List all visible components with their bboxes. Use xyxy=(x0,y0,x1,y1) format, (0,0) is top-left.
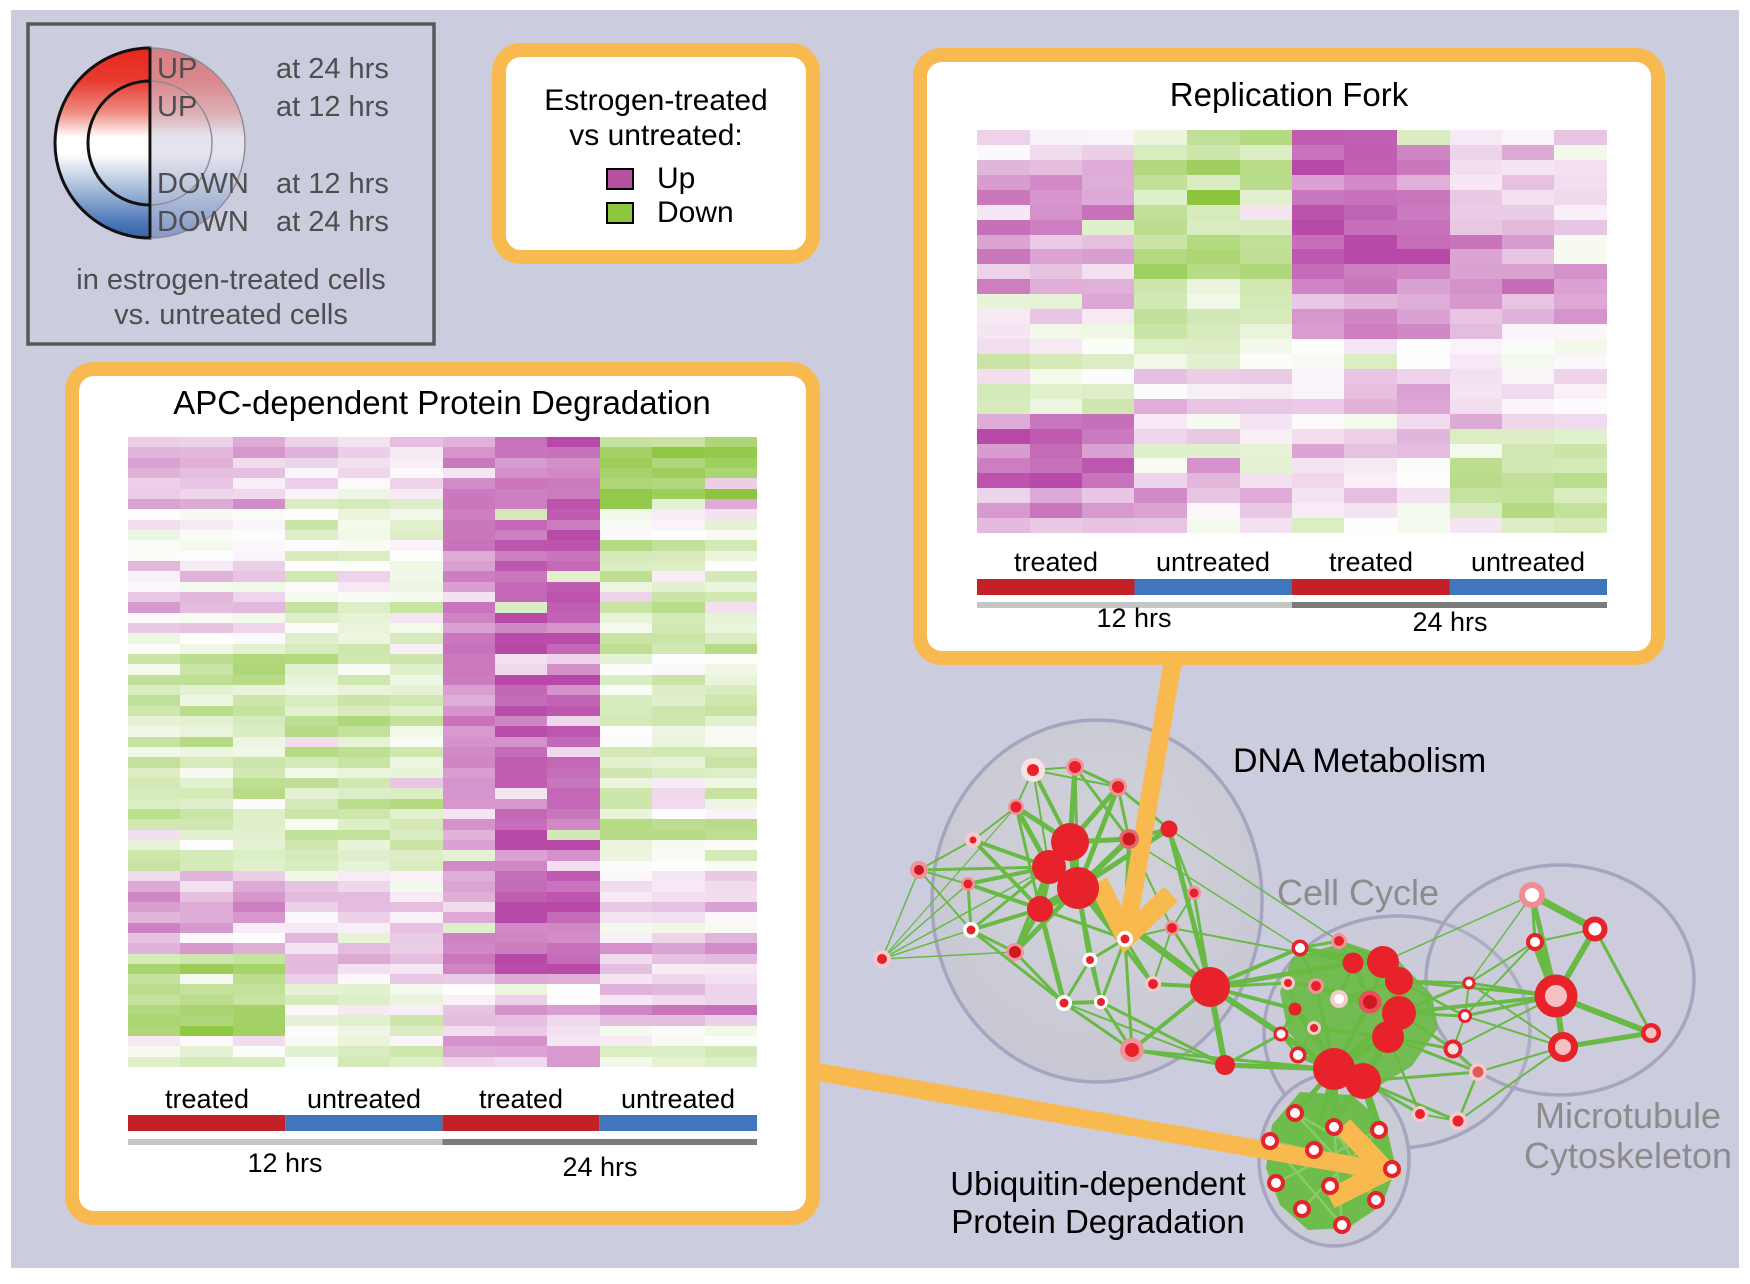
svg-text:Protein Degradation: Protein Degradation xyxy=(951,1203,1245,1240)
svg-text:Up: Up xyxy=(657,162,695,195)
svg-text:Down: Down xyxy=(657,196,734,229)
svg-text:24 hrs: 24 hrs xyxy=(562,1152,637,1182)
svg-text:treated: treated xyxy=(165,1084,249,1114)
svg-text:untreated: untreated xyxy=(1471,547,1585,577)
svg-text:untreated: untreated xyxy=(1156,547,1270,577)
svg-text:untreated: untreated xyxy=(621,1084,735,1114)
svg-text:12 hrs: 12 hrs xyxy=(247,1148,322,1178)
svg-text:UP: UP xyxy=(157,53,197,85)
svg-text:Replication Fork: Replication Fork xyxy=(1170,76,1409,113)
svg-text:at 24 hrs: at 24 hrs xyxy=(276,53,389,85)
svg-text:DOWN: DOWN xyxy=(157,206,249,238)
svg-text:vs untreated:: vs untreated: xyxy=(569,119,742,152)
svg-text:Microtubule: Microtubule xyxy=(1535,1095,1721,1136)
svg-text:24 hrs: 24 hrs xyxy=(1412,607,1487,637)
svg-text:at 12 hrs: at 12 hrs xyxy=(276,168,389,200)
svg-text:Cell Cycle: Cell Cycle xyxy=(1277,872,1439,913)
svg-text:UP: UP xyxy=(157,91,197,123)
svg-text:at 24 hrs: at 24 hrs xyxy=(276,206,389,238)
svg-text:in estrogen-treated cells: in estrogen-treated cells xyxy=(76,264,386,296)
svg-text:Cytoskeleton: Cytoskeleton xyxy=(1524,1135,1732,1176)
svg-text:vs. untreated cells: vs. untreated cells xyxy=(114,299,348,331)
svg-text:12 hrs: 12 hrs xyxy=(1096,603,1171,633)
svg-text:Ubiquitin-dependent: Ubiquitin-dependent xyxy=(950,1165,1245,1202)
svg-text:DOWN: DOWN xyxy=(157,168,249,200)
svg-text:APC-dependent Protein Degradat: APC-dependent Protein Degradation xyxy=(173,384,711,421)
svg-text:treated: treated xyxy=(1329,547,1413,577)
svg-text:treated: treated xyxy=(479,1084,563,1114)
svg-text:at 12 hrs: at 12 hrs xyxy=(276,91,389,123)
svg-text:untreated: untreated xyxy=(307,1084,421,1114)
svg-text:Estrogen-treated: Estrogen-treated xyxy=(544,84,767,117)
svg-text:treated: treated xyxy=(1014,547,1098,577)
svg-text:DNA Metabolism: DNA Metabolism xyxy=(1233,742,1486,780)
